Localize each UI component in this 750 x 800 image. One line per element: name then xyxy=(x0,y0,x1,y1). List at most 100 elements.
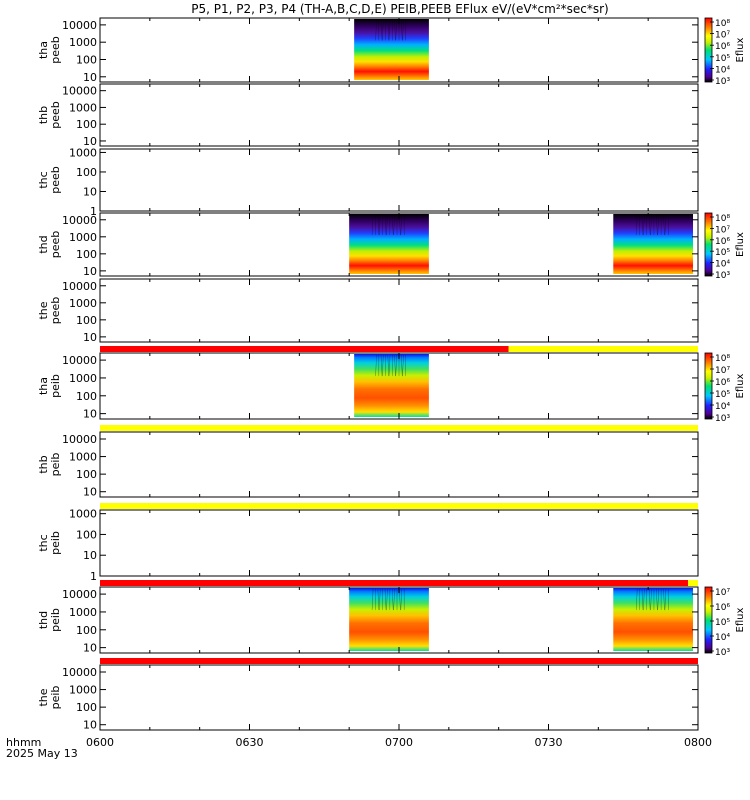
status-bar-segment xyxy=(100,658,698,664)
y-label-species: peeb xyxy=(49,231,62,259)
spectrogram-data-block xyxy=(349,214,429,274)
y-tick-label: 100 xyxy=(76,624,97,637)
spectrogram-texture-line xyxy=(635,588,638,611)
y-tick-label: 10000 xyxy=(62,19,97,32)
y-tick-label: 1000 xyxy=(69,36,97,49)
spectrogram-texture-line xyxy=(663,214,665,236)
y-label-probe: the xyxy=(37,301,50,319)
colorbar xyxy=(704,352,713,420)
spectrogram-texture-line xyxy=(400,214,403,236)
spectrogram-texture-line xyxy=(643,214,645,236)
y-tick-label: 100 xyxy=(76,528,97,541)
y-axis-label: thdpeeb xyxy=(37,231,62,259)
spectrogram-texture-line xyxy=(384,588,387,611)
spectrogram-texture-line xyxy=(379,214,381,236)
y-label-species: peeb xyxy=(49,36,62,64)
colorbar-label: Eflux xyxy=(735,607,746,632)
y-tick-label: 100 xyxy=(76,166,97,179)
panel-thd-peeb: 10100100010000thdpeeb10³10⁴10⁵10⁶10⁷10⁸E… xyxy=(37,212,746,281)
x-tick-label: 0730 xyxy=(535,736,563,749)
spectrogram-texture-line xyxy=(394,19,396,41)
y-tick-label: 1000 xyxy=(69,508,97,521)
spectrogram-texture-line xyxy=(395,354,398,377)
y-tick-label: 10000 xyxy=(62,666,97,679)
x-tick-label: 0600 xyxy=(86,736,114,749)
y-label-probe: thc xyxy=(37,534,50,551)
y-tick-label: 10000 xyxy=(62,354,97,367)
spectrogram-texture-line xyxy=(371,214,374,236)
y-tick-label: 100 xyxy=(76,118,97,131)
y-label-probe: tha xyxy=(37,377,50,395)
colorbar-tick-label: 10⁵ xyxy=(715,54,730,64)
x-tick-label: 0630 xyxy=(236,736,264,749)
y-axis-label: thepeeb xyxy=(37,297,62,325)
spectrogram-texture-line xyxy=(391,588,394,611)
y-label-species: peib xyxy=(49,374,62,398)
status-bar-segment xyxy=(688,580,698,586)
spectrogram-texture-line xyxy=(657,588,659,611)
y-tick-label: 10 xyxy=(83,265,97,278)
spectrogram-texture-line xyxy=(380,19,383,41)
y-tick-label: 1000 xyxy=(69,372,97,385)
colorbar-tick-label: 10³ xyxy=(715,648,730,658)
spectrogram-texture-line xyxy=(379,588,381,611)
y-tick-label: 10 xyxy=(83,408,97,421)
spectrogram-texture-line xyxy=(648,588,651,611)
colorbar-label: Eflux xyxy=(735,373,746,398)
colorbar-tick-label: 10⁵ xyxy=(715,618,730,628)
colorbar-tick-label: 10⁶ xyxy=(715,378,730,388)
colorbar-tick-label: 10⁶ xyxy=(715,237,730,247)
y-tick-label: 1 xyxy=(90,205,97,218)
status-bar-segment xyxy=(100,580,689,586)
colorbar-tick-label: 10⁵ xyxy=(715,390,730,400)
colorbar-tick-label: 10⁷ xyxy=(715,31,730,41)
y-label-probe: the xyxy=(37,688,50,706)
colorbar-label: Eflux xyxy=(735,37,746,62)
y-tick-label: 10 xyxy=(83,185,97,198)
y-label-species: peib xyxy=(49,608,62,632)
y-tick-label: 10000 xyxy=(62,85,97,98)
spectrogram-texture-line xyxy=(395,19,398,41)
y-tick-label: 1000 xyxy=(69,606,97,619)
spectrogram-texture-line xyxy=(388,19,391,41)
y-axis-label: thbpeib xyxy=(37,453,62,477)
x-axis-label-hhmm: hhmm xyxy=(6,736,41,749)
panel-thc-peeb: 1 10 100 1000 thcpeeb xyxy=(37,146,699,218)
y-tick-label: 100 xyxy=(76,390,97,403)
y-label-species: peib xyxy=(49,531,62,555)
spectrogram-texture-line xyxy=(375,19,377,41)
panel-frame xyxy=(99,278,699,343)
y-tick-label: 10 xyxy=(83,642,97,655)
panel-thc-peib: 1 10 100 1000 thcpeib xyxy=(37,503,699,583)
spectrogram-texture-line xyxy=(388,354,391,377)
spectrogram-texture-line xyxy=(393,214,395,236)
spectrogram-texture-line xyxy=(394,354,396,377)
y-tick-label: 10 xyxy=(83,135,97,148)
spectrogram-texture-line xyxy=(664,588,667,611)
spectrogram-texture-line xyxy=(402,19,404,41)
spectrogram-texture-line xyxy=(377,214,380,236)
colorbar-tick-label: 10⁷ xyxy=(715,588,730,598)
colorbar-tick-label: 10⁶ xyxy=(715,603,730,613)
y-tick-label: 10000 xyxy=(62,433,97,446)
colorbar-tick-label: 10⁴ xyxy=(715,633,730,643)
y-axis-label: thbpeeb xyxy=(37,101,62,129)
y-tick-label: 1000 xyxy=(69,684,97,697)
x-tick-label: 0800 xyxy=(684,736,712,749)
y-label-species: peeb xyxy=(49,101,62,129)
spectrogram-texture-line xyxy=(386,214,388,236)
spectrogram-texture-line xyxy=(393,588,395,611)
y-tick-label: 100 xyxy=(76,248,97,261)
y-tick-label: 100 xyxy=(76,468,97,481)
colorbar-tick-label: 10⁵ xyxy=(715,248,730,258)
status-bar-segment xyxy=(100,503,698,509)
panel-frame xyxy=(99,148,699,212)
y-label-probe: thb xyxy=(37,106,50,124)
colorbar xyxy=(704,212,713,277)
spectrogram-texture-line xyxy=(656,588,658,611)
